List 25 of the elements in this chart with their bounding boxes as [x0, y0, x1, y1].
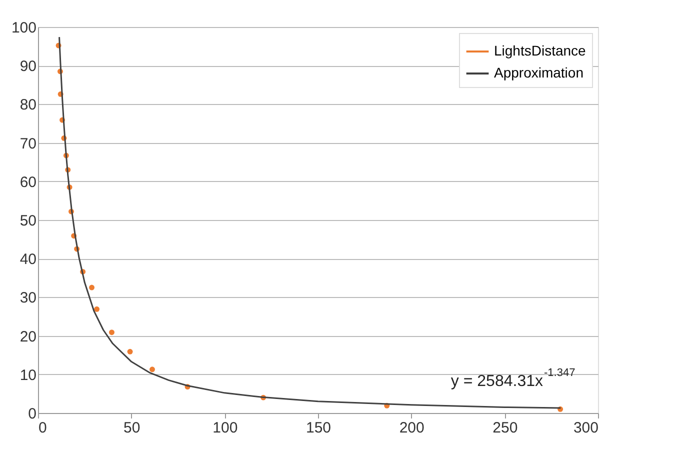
point	[150, 366, 155, 372]
y-tick-label: 10	[20, 366, 36, 384]
x-tick-label: 300	[573, 420, 598, 436]
x-tick-label: 150	[306, 420, 332, 436]
x-tick-label: 100	[212, 420, 238, 436]
y-tick-label: 70	[20, 135, 36, 152]
y-tick-label: 30	[20, 290, 36, 307]
legend-label: LightsDistance	[494, 42, 586, 58]
legend-label: Approximation	[494, 64, 584, 80]
y-tick-label: 0	[28, 406, 36, 422]
point	[127, 348, 133, 354]
y-tick-label: 40	[20, 251, 36, 268]
x-tick-label: 250	[492, 420, 518, 436]
y-tick-label: 80	[20, 96, 36, 114]
point	[108, 330, 114, 336]
y-tick-label: 20	[20, 328, 36, 346]
y-tick-label: 100	[11, 20, 36, 36]
x-tick-label: 0	[38, 420, 47, 436]
x-tick-label: 50	[123, 420, 140, 436]
x-tick-label: 200	[399, 420, 424, 436]
point	[94, 306, 100, 312]
y-tick-label: 60	[20, 174, 36, 191]
point	[89, 284, 94, 290]
y-tick-label: 50	[20, 212, 36, 230]
y-tick-label: 90	[20, 58, 36, 76]
